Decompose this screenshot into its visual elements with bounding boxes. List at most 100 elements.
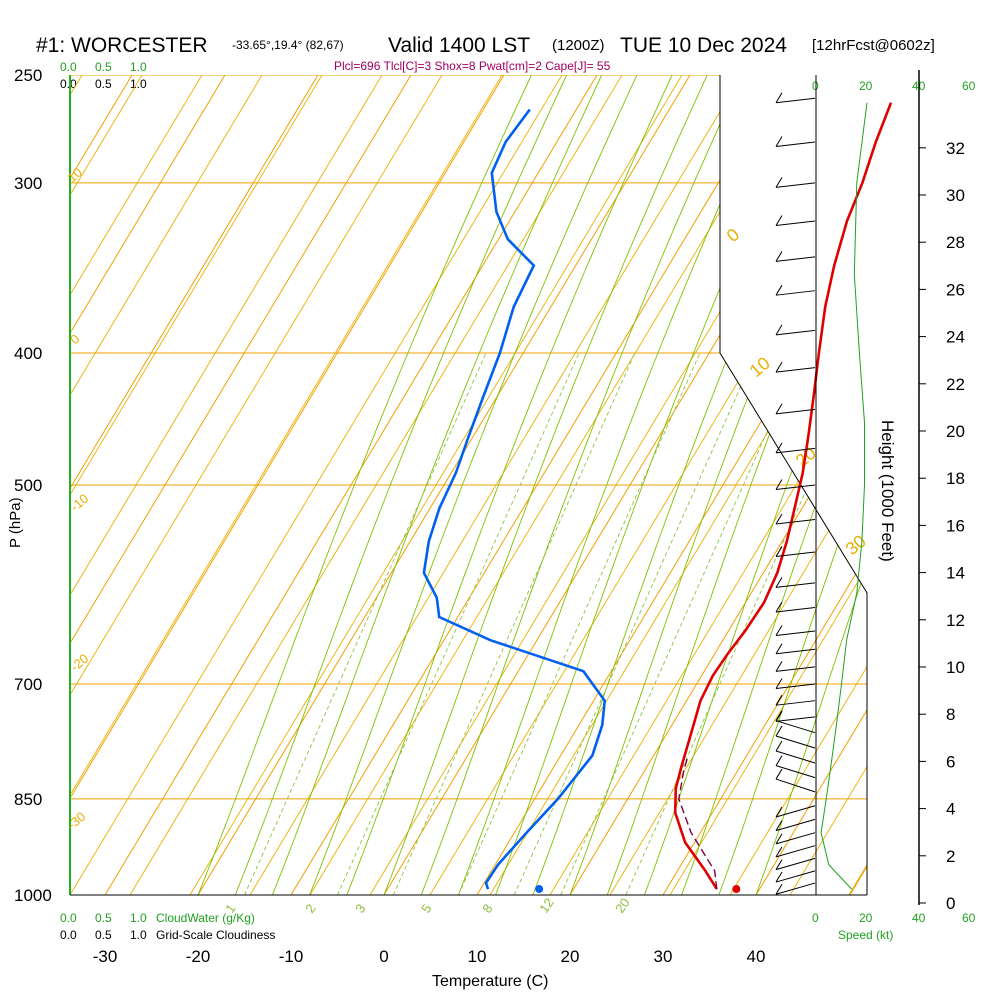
wind-barb — [775, 182, 816, 188]
wind-barb-flag — [775, 546, 783, 557]
height-tick-label: 4 — [946, 800, 955, 819]
cloudwater-tick-top: 0.5 — [95, 60, 112, 74]
parcel-line — [678, 755, 718, 890]
pressure-tick-label: 400 — [14, 344, 42, 363]
wind-barb-flag — [775, 846, 783, 858]
forecast-run: [12hrFcst@0602z] — [812, 37, 935, 54]
dry-adiabat-line — [249, 75, 867, 895]
dry-adiabat-line — [70, 75, 791, 895]
wind-barb-flag — [775, 479, 783, 490]
wind-speed-profile — [820, 102, 868, 890]
height-tick-label: 0 — [946, 894, 955, 913]
wind-panel — [775, 75, 868, 895]
x-axis-label: Temperature (C) — [432, 973, 548, 990]
dry-adiabat-line — [609, 75, 867, 895]
mixing-ratio-line — [457, 352, 701, 895]
height-tick-label: 10 — [946, 658, 965, 677]
wind-barb-flag — [775, 694, 783, 706]
wind-barb-flag — [775, 215, 783, 226]
cloudiness-tick-top: 0.5 — [95, 77, 112, 91]
moist-adiabat-line — [755, 75, 867, 895]
wind-barb-flag — [775, 361, 783, 373]
mixing-ratio-line — [560, 352, 803, 895]
dry-adiabat-line — [70, 75, 851, 895]
wind-barb-flag — [775, 725, 783, 737]
cloudwater-tick-bottom: 1.0 — [130, 911, 147, 925]
temperature-tick-label: 40 — [747, 947, 766, 966]
dry-adiabat-line — [70, 75, 671, 895]
moist-adiabat-line — [197, 75, 532, 895]
moist-adiabat-line — [681, 75, 867, 895]
dry-adiabat-label: 10 — [746, 353, 774, 381]
wind-barb — [775, 683, 816, 690]
isotherm-line — [755, 75, 867, 895]
mixing-ratio-label: 3 — [352, 901, 368, 916]
wind-barb-flag — [775, 136, 783, 147]
moist-adiabat-line — [309, 75, 638, 895]
wind-barb-flag — [775, 740, 783, 752]
mixing-ratio-label: 20 — [612, 895, 633, 915]
height-tick-label: 22 — [946, 375, 965, 394]
wind-barb — [775, 551, 816, 558]
wind-barb — [775, 882, 816, 895]
temperature-tick-label: 0 — [379, 947, 388, 966]
station-coords: -33.65°,19.4° (82,67) — [232, 38, 344, 52]
mixing-ratio-label: 2 — [302, 901, 318, 916]
wind-barb — [775, 367, 816, 373]
wind-barb-flag — [775, 710, 783, 721]
wind-barb — [775, 778, 816, 793]
wind-barb — [775, 765, 816, 779]
moist-adiabat-line — [495, 75, 814, 895]
isotherm-line — [848, 75, 867, 895]
height-tick-label: 18 — [946, 469, 965, 488]
wind-barb — [775, 832, 816, 845]
wind-barb — [775, 290, 816, 296]
valid-date: TUE 10 Dec 2024 — [620, 34, 787, 57]
wind-barb — [775, 720, 816, 734]
isotherm-line — [70, 75, 412, 895]
cloudiness-tick-top: 0.0 — [60, 77, 77, 91]
cloudiness-tick-top: 1.0 — [130, 77, 147, 91]
pressure-tick-label: 700 — [14, 675, 42, 694]
temperature-tick-label: -20 — [186, 947, 211, 966]
temperature-tick-label: 20 — [561, 947, 580, 966]
dry-adiabat-line — [70, 75, 251, 895]
dry-adiabat-line — [70, 75, 311, 895]
height-tick-label: 32 — [946, 139, 965, 158]
height-tick-label: 8 — [946, 705, 955, 724]
mixing-ratio-line — [625, 352, 867, 895]
dry-adiabat-line — [70, 75, 431, 895]
speed-tick-top: 20 — [859, 79, 873, 93]
height-tick-label: 14 — [946, 564, 965, 583]
speed-tick-top: 60 — [962, 79, 976, 93]
wind-barb — [775, 735, 816, 749]
pressure-tick-label: 300 — [14, 174, 42, 193]
wind-barb-flag — [775, 859, 783, 870]
moist-adiabat-line — [718, 75, 867, 895]
wind-barb-flag — [775, 806, 783, 818]
height-tick-label: 6 — [946, 752, 955, 771]
height-tick-label: 12 — [946, 611, 965, 630]
moist-adiabat-line — [420, 75, 743, 895]
wind-barb-flag — [775, 678, 783, 689]
mixing-ratio-line — [244, 352, 487, 895]
wind-barb-flag — [775, 755, 783, 766]
temperature-tick-label: -10 — [279, 947, 304, 966]
wind-barb — [775, 329, 816, 336]
wind-barb-flag — [775, 403, 783, 415]
cloudwater-tick-top: 0.0 — [60, 60, 77, 74]
wind-barb-flag — [775, 883, 783, 895]
cloudiness-tick-bottom: 0.0 — [60, 928, 77, 942]
wind-barb-flag — [775, 324, 783, 336]
wind-barb — [775, 716, 816, 722]
dry-adiabat-line — [70, 75, 867, 895]
pressure-tick-label: 500 — [14, 476, 42, 495]
wind-barb — [775, 750, 816, 764]
wind-barb-flag — [775, 768, 783, 780]
wind-barb — [775, 484, 816, 490]
wind-barb-flag — [775, 643, 783, 654]
wind-barb — [775, 648, 816, 655]
wind-barb-flag — [775, 625, 783, 636]
y-axis-label: P (hPa) — [7, 497, 24, 548]
